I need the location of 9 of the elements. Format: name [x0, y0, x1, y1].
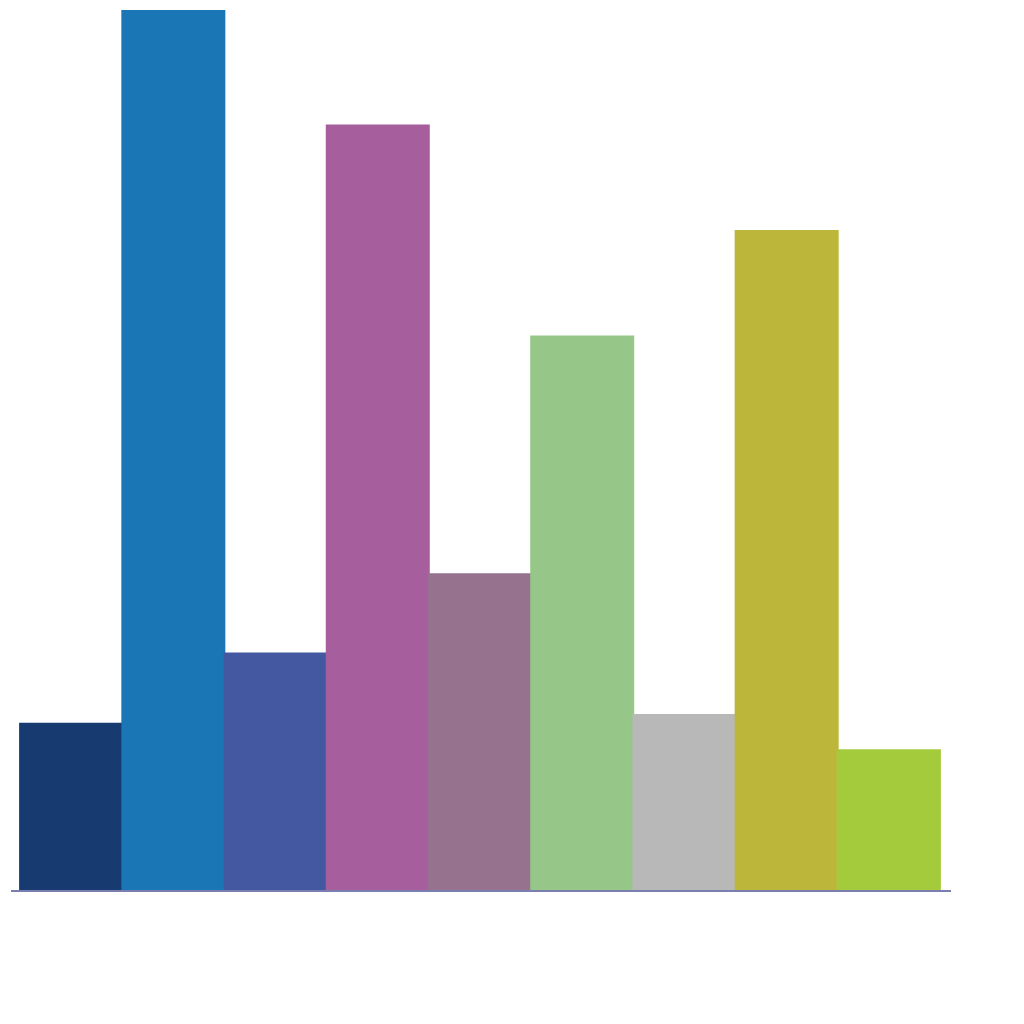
bar	[19, 722, 124, 890]
bar	[632, 714, 737, 890]
bar	[325, 124, 430, 890]
bar	[734, 230, 839, 890]
bar	[836, 749, 941, 890]
bar	[530, 335, 635, 890]
bar	[428, 573, 532, 890]
bar	[223, 652, 328, 890]
bar	[121, 10, 226, 890]
